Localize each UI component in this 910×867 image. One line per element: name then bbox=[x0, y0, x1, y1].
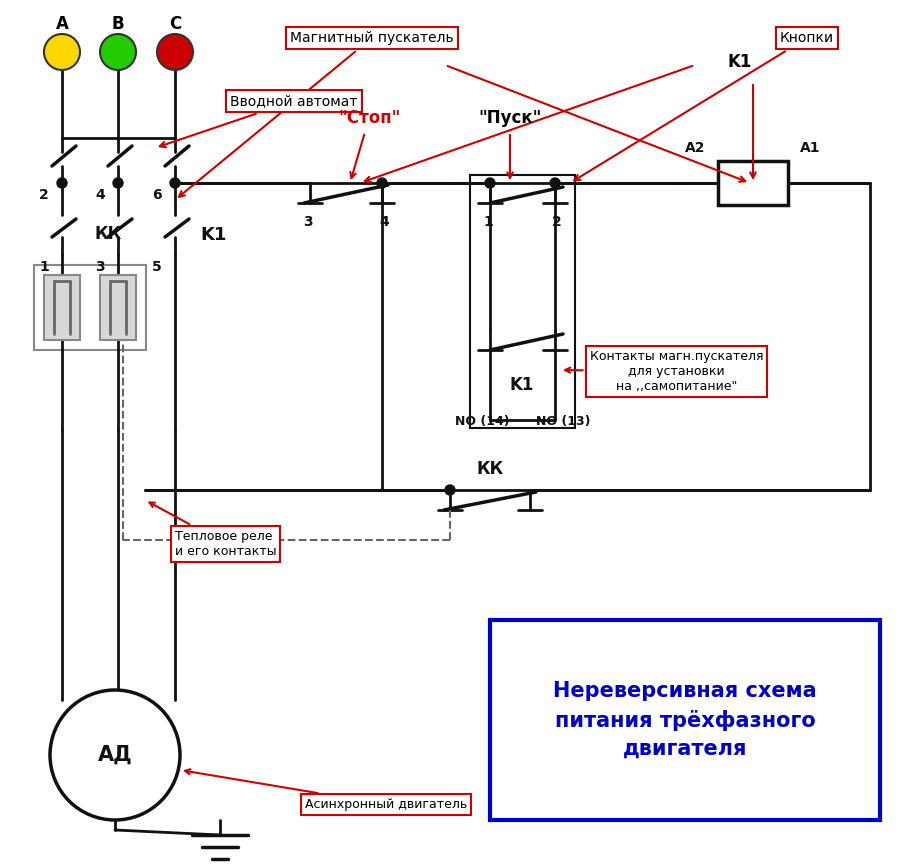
Circle shape bbox=[550, 178, 560, 188]
Text: Магнитный пускатель: Магнитный пускатель bbox=[179, 31, 453, 197]
Text: 2: 2 bbox=[39, 188, 49, 202]
Bar bbox=[100, 275, 136, 340]
Circle shape bbox=[44, 34, 80, 70]
Text: "Пуск": "Пуск" bbox=[479, 109, 541, 127]
Text: 1: 1 bbox=[483, 215, 493, 229]
Circle shape bbox=[445, 485, 455, 495]
Circle shape bbox=[100, 34, 136, 70]
Text: K1: K1 bbox=[200, 226, 227, 244]
Circle shape bbox=[377, 178, 387, 188]
Text: КК: КК bbox=[476, 460, 503, 478]
Text: 4: 4 bbox=[96, 188, 105, 202]
Text: A1: A1 bbox=[800, 141, 820, 155]
Text: Нереверсивная схема
питания трёхфазного
двигателя: Нереверсивная схема питания трёхфазного … bbox=[553, 681, 817, 759]
Bar bbox=[470, 175, 575, 428]
Text: 4: 4 bbox=[379, 215, 389, 229]
Circle shape bbox=[57, 178, 67, 188]
Circle shape bbox=[485, 178, 495, 188]
Bar bbox=[34, 265, 146, 350]
Text: 3: 3 bbox=[303, 215, 313, 229]
Circle shape bbox=[170, 178, 180, 188]
Text: K1: K1 bbox=[510, 376, 534, 394]
Text: A: A bbox=[56, 15, 68, 33]
Text: 5: 5 bbox=[152, 260, 162, 274]
Text: 6: 6 bbox=[152, 188, 162, 202]
Text: B: B bbox=[112, 15, 125, 33]
Text: K1: K1 bbox=[728, 53, 753, 71]
Text: 2: 2 bbox=[552, 215, 561, 229]
Text: 3: 3 bbox=[96, 260, 105, 274]
Text: NO (13): NO (13) bbox=[536, 415, 591, 428]
Text: Тепловое реле
и его контакты: Тепловое реле и его контакты bbox=[149, 503, 277, 558]
Text: 1: 1 bbox=[39, 260, 49, 274]
Text: Контакты магн.пускателя
для установки
на ,,самопитание": Контакты магн.пускателя для установки на… bbox=[565, 350, 763, 393]
Text: NO (14): NO (14) bbox=[455, 415, 510, 428]
Bar bbox=[44, 275, 80, 340]
Text: A2: A2 bbox=[684, 141, 705, 155]
Circle shape bbox=[157, 34, 193, 70]
Text: C: C bbox=[169, 15, 181, 33]
Text: Кнопки: Кнопки bbox=[574, 31, 834, 180]
Text: КК: КК bbox=[95, 225, 122, 243]
Bar bbox=[490, 620, 880, 820]
Text: АД: АД bbox=[97, 745, 132, 765]
Bar bbox=[718, 161, 788, 205]
Text: Асинхронный двигатель: Асинхронный двигатель bbox=[185, 769, 467, 811]
Text: Вводной автомат: Вводной автомат bbox=[160, 94, 358, 147]
Text: "Стоп": "Стоп" bbox=[339, 109, 401, 127]
Circle shape bbox=[50, 690, 180, 820]
Circle shape bbox=[113, 178, 123, 188]
